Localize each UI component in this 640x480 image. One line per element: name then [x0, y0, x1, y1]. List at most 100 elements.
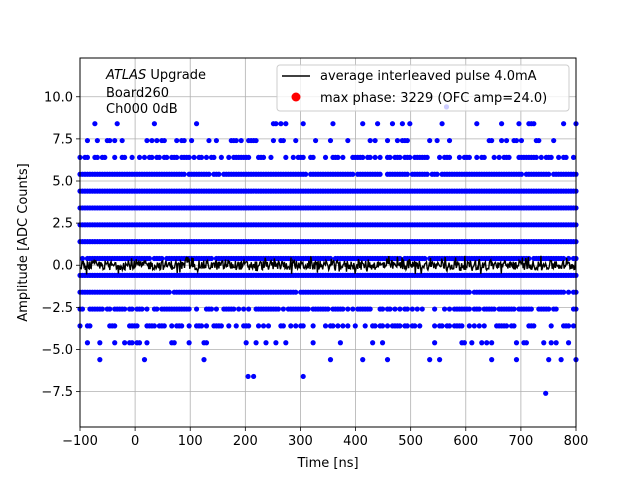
- scatter-point: [206, 171, 212, 177]
- scatter-point: [122, 306, 128, 312]
- x-tick-label: 600: [453, 434, 478, 449]
- scatter-point: [412, 323, 418, 329]
- y-tick-label: −7.5: [41, 385, 73, 400]
- scatter-point: [327, 137, 334, 144]
- scatter-point: [389, 121, 396, 127]
- scatter-point: [154, 137, 160, 144]
- scatter-point: [322, 154, 329, 161]
- scatter-point: [203, 340, 210, 346]
- scatter-point: [189, 137, 195, 144]
- scatter-point: [129, 340, 135, 346]
- scatter-point: [556, 154, 562, 161]
- scatter-point: [546, 357, 552, 363]
- scatter-point: [432, 323, 438, 329]
- scatter-point: [293, 137, 299, 144]
- scatter-point: [536, 137, 542, 144]
- y-axis-label: Amplitude [ADC Counts]: [16, 163, 31, 321]
- scatter-point: [503, 323, 510, 329]
- scatter-point: [273, 121, 279, 127]
- scatter-point: [461, 340, 467, 346]
- scatter-point: [208, 306, 215, 312]
- y-tick-label: −2.5: [41, 301, 73, 316]
- x-tick-label: 0: [131, 434, 139, 449]
- scatter-point: [518, 137, 525, 144]
- scatter-point: [548, 154, 554, 161]
- scatter-point: [253, 137, 259, 144]
- scatter-point: [246, 323, 252, 329]
- scatter-point: [161, 323, 167, 329]
- scatter-point: [322, 323, 329, 329]
- average-pulse-series: [79, 255, 576, 275]
- scatter-point: [233, 137, 239, 144]
- scatter-point: [565, 289, 572, 295]
- scatter-point: [471, 323, 477, 329]
- scatter-point: [370, 340, 376, 346]
- scatter-point: [300, 121, 306, 127]
- annotation-line-1-rest: Upgrade: [146, 68, 206, 83]
- y-tick-label: 2.5: [52, 217, 73, 232]
- x-tick-label: −100: [62, 434, 98, 449]
- scatter-point: [439, 323, 445, 329]
- scatter-point: [136, 340, 143, 346]
- scatter-point: [288, 323, 294, 329]
- scatter-point: [533, 154, 539, 161]
- scatter-point: [139, 306, 145, 312]
- scatter-point: [466, 289, 472, 295]
- scatter-point: [367, 137, 373, 144]
- scatter-point: [491, 306, 497, 312]
- scatter-point: [186, 154, 192, 161]
- x-axis-label: Time [ns]: [296, 456, 358, 471]
- scatter-point: [300, 154, 306, 161]
- scatter-point: [245, 373, 251, 380]
- scatter-point: [446, 306, 453, 312]
- scatter-point: [496, 154, 502, 161]
- scatter-point: [434, 171, 440, 177]
- scatter-point: [352, 323, 358, 329]
- scatter-point: [481, 154, 487, 161]
- scatter-point: [459, 323, 465, 329]
- scatter-point: [144, 137, 150, 144]
- x-tick-label: 800: [564, 434, 589, 449]
- scatter-point: [548, 323, 554, 329]
- scatter-point: [345, 137, 351, 144]
- scatter-point: [149, 137, 155, 144]
- annotation-line-3: Ch000 0dB: [106, 102, 178, 117]
- scatter-point: [260, 323, 267, 329]
- scatter-point: [107, 306, 113, 312]
- scatter-point: [407, 154, 413, 161]
- scatter-point: [114, 121, 120, 127]
- scatter-point: [513, 137, 520, 144]
- scatter-point: [327, 357, 334, 363]
- scatter-point: [543, 390, 549, 396]
- scatter-point: [136, 154, 143, 161]
- scatter-point: [551, 137, 557, 144]
- scatter-point: [84, 340, 91, 346]
- scatter-point: [506, 154, 512, 161]
- scatter-point: [146, 255, 153, 262]
- scatter-point: [397, 306, 403, 312]
- scatter-point: [345, 323, 351, 329]
- scatter-point: [191, 154, 197, 161]
- scatter-point: [283, 121, 289, 127]
- scatter-point: [377, 154, 383, 161]
- scatter-point: [446, 137, 453, 144]
- x-tick-label: 200: [233, 434, 258, 449]
- scatter-point: [144, 340, 150, 346]
- scatter-point: [251, 373, 257, 380]
- scatter-point: [149, 154, 155, 161]
- scatter-point: [193, 121, 200, 127]
- y-tick-label: 5.0: [52, 175, 73, 190]
- scatter-point: [479, 340, 485, 346]
- scatter-point: [469, 340, 475, 346]
- scatter-point: [570, 154, 577, 161]
- scatter-point: [211, 154, 217, 161]
- axis-ticks: −100 0 100 200 300 400 500 600 700 800 −7.5 −5.0 −2.…: [41, 90, 588, 449]
- scatter-point: [275, 306, 281, 312]
- plot-frame: [79, 57, 577, 428]
- scatter-point: [372, 137, 378, 144]
- scatter-point: [538, 154, 544, 161]
- scatter-point: [561, 289, 567, 295]
- scatter-point: [186, 323, 192, 329]
- scatter-point: [531, 121, 537, 127]
- scatter-point: [379, 306, 386, 312]
